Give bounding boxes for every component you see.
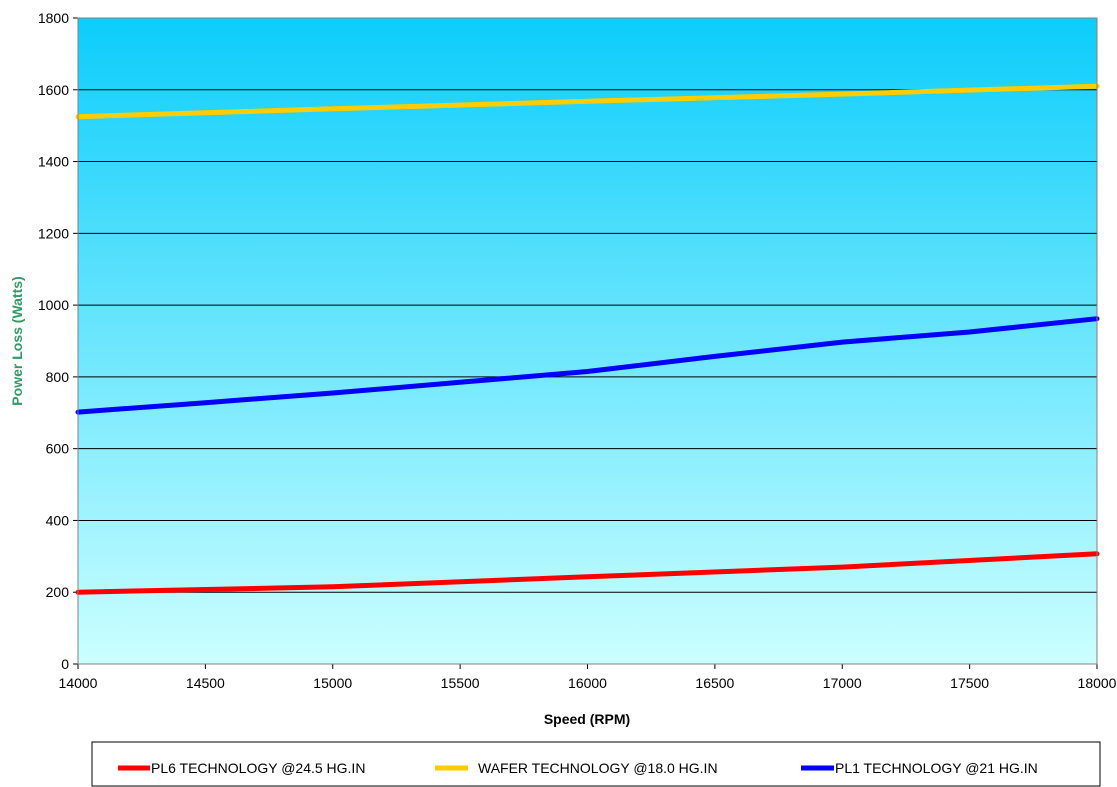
y-axis-title: Power Loss (Watts) — [9, 276, 25, 405]
y-tick-label: 1400 — [38, 154, 69, 170]
x-axis-title: Speed (RPM) — [544, 711, 630, 727]
y-tick-label: 1200 — [38, 225, 69, 241]
x-tick-label: 17000 — [823, 675, 862, 691]
x-tick-label: 16000 — [568, 675, 607, 691]
y-axis-ticks: 0 200 400 600 800 1000 1200 1400 1600 1800 — [38, 10, 78, 672]
y-tick-label: 400 — [46, 512, 70, 528]
x-axis-ticks: 14000 14500 15000 15500 16000 16500 17000 17500… — [59, 664, 1117, 691]
y-tick-label: 1800 — [38, 10, 69, 26]
y-tick-label: 1000 — [38, 297, 69, 313]
series-line-1 — [75, 551, 1100, 595]
plot-border — [77, 17, 1098, 665]
x-tick-label: 14000 — [59, 675, 98, 691]
x-tick-label: 14500 — [186, 675, 225, 691]
series-lines — [75, 83, 1100, 595]
y-tick-label: 0 — [61, 656, 69, 672]
legend-label: PL1 TECHNOLOGY @21 HG.IN — [835, 760, 1038, 776]
y-tick-label: 800 — [46, 369, 70, 385]
series-line-2 — [75, 83, 1100, 120]
plot-area — [78, 18, 1097, 664]
x-tick-label: 15500 — [441, 675, 480, 691]
y-tick-label: 1600 — [38, 82, 69, 98]
legend-label: PL6 TECHNOLOGY @24.5 HG.IN — [151, 760, 365, 776]
legend-box — [91, 741, 1101, 787]
x-tick-label: 18000 — [1078, 675, 1117, 691]
series-line-3 — [75, 316, 1100, 415]
x-tick-label: 16500 — [695, 675, 734, 691]
y-tick-label: 600 — [46, 441, 70, 457]
y-tick-label: 200 — [46, 584, 70, 600]
legend: PL6 TECHNOLOGY @24.5 HG.IN WAFER TECHNOLO… — [91, 741, 1101, 787]
legend-label: WAFER TECHNOLOGY @18.0 HG.IN — [478, 760, 718, 776]
x-tick-label: 15000 — [313, 675, 352, 691]
x-tick-label: 17500 — [950, 675, 989, 691]
